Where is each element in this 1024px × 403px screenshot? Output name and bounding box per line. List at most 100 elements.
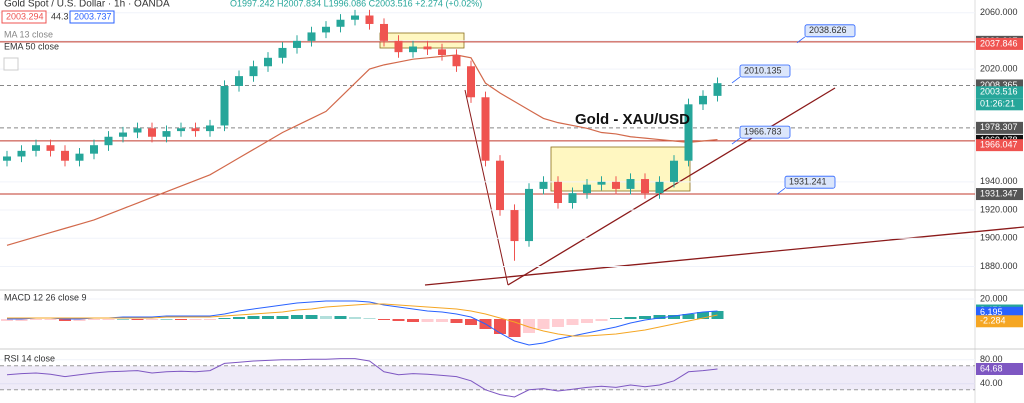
- price-tag: [976, 37, 1023, 50]
- callout-box: [739, 125, 791, 139]
- macd-bar: [595, 319, 608, 321]
- candle-body: [409, 46, 417, 53]
- macd-bar: [392, 319, 405, 321]
- y-tick-label: 1900.000: [980, 233, 1018, 243]
- candle-body: [394, 40, 403, 53]
- macd-bar: [204, 319, 216, 320]
- indicator-label: RSI 14 close: [4, 353, 55, 363]
- candle-body: [626, 179, 635, 189]
- price-tag: [976, 188, 1023, 201]
- callout-pointer: [731, 137, 741, 145]
- macd-bar: [276, 316, 289, 319]
- candle-body: [264, 57, 272, 67]
- candle-body: [525, 188, 533, 242]
- price-tag-label: 6.195: [980, 307, 1003, 317]
- callout-label: 2010.135: [744, 65, 782, 75]
- buy-box[interactable]: [69, 10, 115, 24]
- candle-body: [612, 181, 620, 189]
- callout-box: [739, 64, 791, 78]
- candle-body: [249, 66, 258, 77]
- candle-body: [423, 46, 432, 50]
- macd-bar: [218, 318, 231, 319]
- buy-price[interactable]: 2003.737: [74, 11, 112, 21]
- callout-pointer: [776, 187, 786, 195]
- candle-body: [481, 97, 490, 161]
- macd-bar: [653, 315, 666, 319]
- price-tag: [976, 315, 1023, 328]
- trend-line: [424, 226, 1024, 286]
- candle-body: [177, 128, 185, 132]
- macd-bar: [465, 319, 477, 325]
- candle-body: [655, 181, 664, 194]
- macd-bar: [146, 319, 158, 320]
- chart-title: Gold - XAU/USD: [575, 111, 690, 128]
- candle-body: [235, 76, 243, 86]
- macd-bar: [291, 315, 303, 319]
- macd-bar: [233, 317, 245, 319]
- candle-body: [452, 54, 461, 67]
- macd-bar: [88, 319, 100, 320]
- price-tag-label: 2008.365: [980, 80, 1018, 90]
- macd-bar: [682, 314, 695, 319]
- collapse-button[interactable]: [3, 57, 19, 71]
- price-tag: [976, 86, 1023, 99]
- callout-pointer: [731, 76, 741, 84]
- macd-bar: [131, 319, 144, 320]
- macd-bar: [668, 315, 680, 319]
- macd-bar: [421, 319, 434, 322]
- price-tag: [976, 362, 1023, 375]
- trend-line: [464, 89, 509, 286]
- price-tag: [976, 121, 1023, 134]
- candle-body: [32, 145, 40, 151]
- candle-body: [510, 210, 519, 242]
- sell-box[interactable]: [1, 10, 47, 24]
- macd-bar: [15, 319, 28, 321]
- sell-price[interactable]: 2003.294: [6, 11, 44, 21]
- ohlc: O1997.242 H2007.834 L1996.086 C2003.516 …: [230, 0, 482, 8]
- countdown-bg: [976, 98, 1023, 111]
- macd-bar: [537, 319, 550, 329]
- price-tag-label: 1978.307: [980, 122, 1018, 132]
- candle-body: [539, 181, 548, 189]
- macd-bar: [334, 316, 347, 319]
- macd-bar: [697, 312, 709, 319]
- price-tag-label: 2037.846: [980, 38, 1018, 48]
- candle-body: [90, 145, 98, 154]
- candle-body: [104, 136, 113, 146]
- indicator-label: MA 13 close: [4, 29, 53, 39]
- indicator-label: MACD 12 26 close 9: [4, 292, 87, 302]
- candle-body: [336, 19, 345, 27]
- callout-label: 2038.626: [809, 25, 847, 35]
- price-tag-label: 2003.516: [980, 87, 1018, 97]
- spread: 44.3: [51, 11, 69, 21]
- candle-body: [438, 49, 446, 55]
- candle-body: [684, 104, 693, 161]
- candle-body: [365, 15, 374, 24]
- candle-body: [467, 66, 475, 98]
- macd-bar: [305, 315, 318, 319]
- candle-body: [46, 145, 55, 151]
- y-tick-label: 20.000: [980, 293, 1008, 303]
- macd-bar: [160, 319, 173, 320]
- candle-body: [278, 47, 287, 58]
- candle-body: [670, 160, 678, 182]
- price-tag-label: -2.284: [980, 316, 1006, 326]
- price-tag: [976, 139, 1023, 152]
- macd-bar: [407, 319, 419, 322]
- macd-bar: [117, 319, 129, 320]
- macd-bar: [566, 319, 579, 325]
- price-tag-label: 1966.047: [980, 140, 1018, 150]
- candle-body: [641, 179, 649, 194]
- candle-body: [133, 128, 142, 133]
- y-tick-label: 1940.000: [980, 176, 1018, 186]
- macd-bar: [102, 319, 115, 320]
- callout-box: [804, 24, 856, 38]
- macd-bar: [624, 317, 637, 319]
- rsi-band: [0, 365, 975, 390]
- candle-body: [162, 131, 171, 137]
- macd-bar: [73, 319, 86, 321]
- macd-bar: [363, 318, 376, 319]
- signal-line: [7, 303, 718, 337]
